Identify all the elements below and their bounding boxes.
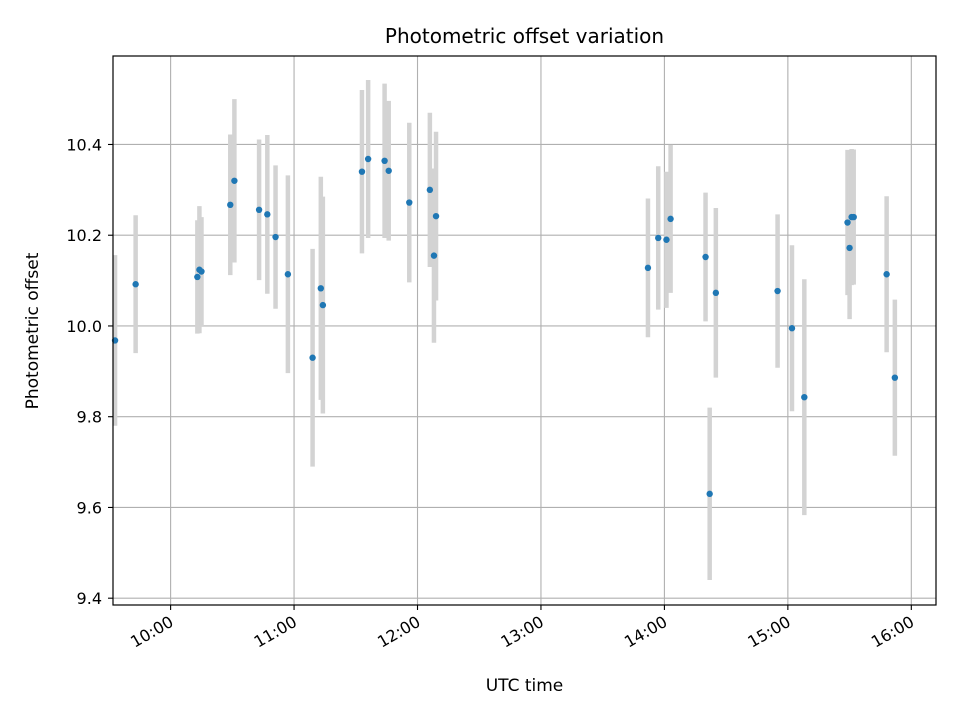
grid-lines bbox=[113, 56, 936, 605]
y-tick-label: 10.4 bbox=[66, 135, 102, 154]
data-point bbox=[227, 201, 234, 209]
data-point bbox=[364, 155, 372, 163]
data-point bbox=[430, 252, 438, 259]
data-point bbox=[264, 211, 271, 218]
data-point bbox=[702, 253, 709, 261]
data-point bbox=[655, 234, 662, 242]
data-points bbox=[111, 155, 899, 498]
data-point bbox=[385, 167, 392, 174]
y-tick-label: 10.2 bbox=[66, 226, 102, 245]
data-point bbox=[883, 271, 890, 278]
data-point bbox=[774, 287, 781, 295]
data-point bbox=[284, 271, 292, 278]
data-point bbox=[132, 281, 139, 288]
y-axis-ticks: 9.4 9.6 9.8 10.0 10.2 10.4 bbox=[66, 135, 113, 608]
data-point bbox=[317, 285, 325, 292]
chart-title: Photometric offset variation bbox=[385, 24, 664, 48]
data-point bbox=[426, 186, 434, 194]
data-point bbox=[255, 206, 263, 214]
data-point bbox=[319, 301, 327, 309]
x-axis-label: UTC time bbox=[486, 676, 564, 696]
data-point bbox=[663, 236, 670, 243]
data-point bbox=[194, 273, 201, 281]
data-point bbox=[644, 264, 652, 272]
data-point bbox=[667, 215, 674, 223]
y-tick-label: 9.4 bbox=[77, 589, 102, 608]
data-point bbox=[406, 199, 413, 206]
data-point bbox=[706, 490, 713, 498]
data-point bbox=[846, 244, 853, 252]
data-point bbox=[850, 213, 857, 221]
data-point bbox=[801, 393, 808, 401]
data-point bbox=[788, 325, 796, 332]
y-tick-label: 9.8 bbox=[77, 408, 102, 427]
y-axis-label: Photometric offset bbox=[23, 252, 43, 409]
data-point bbox=[712, 289, 720, 297]
data-point bbox=[309, 354, 316, 361]
y-tick-label: 9.6 bbox=[77, 498, 102, 517]
data-point bbox=[844, 219, 851, 226]
data-point bbox=[381, 157, 388, 165]
data-point bbox=[432, 212, 440, 220]
data-point bbox=[358, 168, 366, 175]
data-point bbox=[231, 177, 238, 184]
plot-frame bbox=[112, 55, 937, 606]
data-point bbox=[891, 374, 899, 381]
data-point bbox=[198, 268, 205, 275]
data-point bbox=[272, 233, 279, 241]
y-tick-label: 10.0 bbox=[66, 317, 102, 336]
